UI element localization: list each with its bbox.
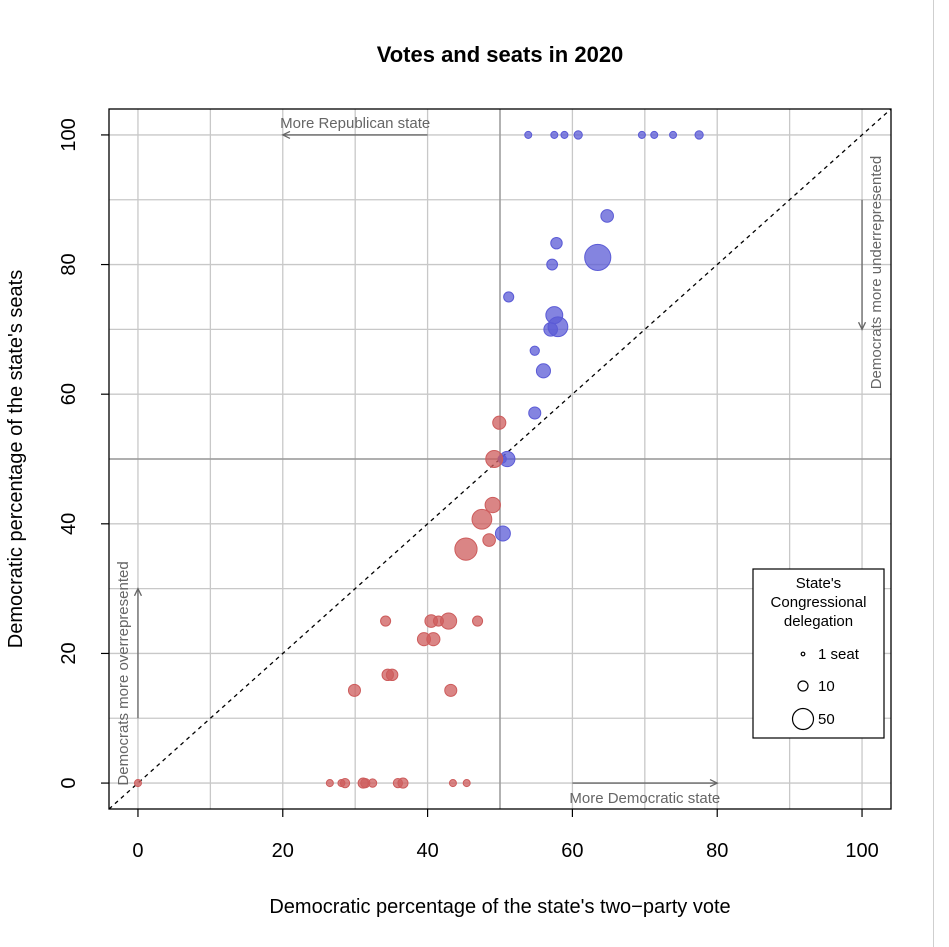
legend: State's Congressional delegation 1 seat 10 50 (752, 568, 885, 739)
democratic-state-point (503, 291, 515, 303)
democratic-state-point (550, 130, 559, 139)
republican-state-point (347, 683, 361, 697)
republican-state-point (485, 450, 504, 468)
democratic-state-point (584, 243, 612, 271)
democratic-state-point (669, 130, 678, 139)
x-tick-label: 20 (272, 840, 294, 862)
democratic-state-point (550, 236, 563, 250)
y-tick-label: 80 (58, 253, 80, 275)
y-tick-label: 0 (58, 778, 80, 789)
x-tick-label: 100 (845, 840, 878, 862)
axes: 0 20 40 60 80 100 0 20 40 60 80 100 (58, 108, 892, 862)
x-tick-label: 80 (706, 840, 728, 862)
chart-title: Votes and seats in 2020 (377, 42, 624, 67)
y-tick-label: 100 (58, 118, 80, 151)
x-tick-label: 0 (132, 840, 143, 862)
democratic-state-point (560, 130, 569, 139)
republican-state-point (380, 615, 392, 627)
legend-size-marker (797, 680, 809, 692)
annotation-democrats-overrepresented: Democrats more overrepresented (115, 561, 132, 785)
x-tick-label: 40 (416, 840, 438, 862)
republican-state-point (440, 612, 458, 630)
annotations: More Republican state More Democratic sta… (115, 115, 885, 807)
republican-state-point (472, 615, 484, 627)
plot-border (108, 108, 892, 810)
annotation-more-republican-state: More Republican state (280, 115, 430, 132)
y-tick-label: 40 (58, 513, 80, 535)
window-edge (933, 0, 949, 947)
legend-title-line: State's (796, 575, 841, 592)
democratic-state-point (546, 258, 559, 271)
annotation-democrats-underrepresented: Democrats more underrepresented (868, 156, 885, 389)
democratic-state-point (650, 130, 659, 139)
republican-state-point (444, 683, 458, 697)
overrepresented-annotation-arrow-head (133, 587, 143, 597)
republican-state-point (482, 533, 496, 547)
republican-state-point (448, 779, 457, 788)
democratic-state-point (528, 406, 542, 420)
republican-state-point (339, 777, 351, 789)
y-axis-title: Democratic percentage of the state's sea… (5, 270, 27, 648)
democratic-annotation-arrow-head (709, 779, 719, 788)
republican-state-point (471, 508, 493, 530)
data-points (133, 130, 704, 789)
republican-state-point (133, 779, 142, 788)
y-tick-label: 60 (58, 383, 80, 405)
democratic-state-point (637, 130, 646, 139)
republican-state-point (484, 496, 501, 514)
democratic-state-point (535, 363, 551, 379)
republican-state-point (367, 778, 378, 788)
legend-title-line: Congressional (771, 594, 867, 611)
republican-state-point (454, 537, 478, 561)
republican-state-point (385, 668, 399, 682)
legend-size-marker (791, 707, 815, 731)
democratic-state-point (494, 525, 511, 542)
democratic-state-point (694, 130, 704, 140)
democratic-state-point (543, 322, 558, 337)
y-tick-label: 20 (58, 642, 80, 664)
legend-size-label: 50 (818, 711, 835, 728)
legend-box (752, 568, 885, 739)
annotation-more-democratic-state: More Democratic state (569, 790, 720, 807)
democratic-state-point (529, 345, 540, 356)
x-axis-title: Democratic percentage of the state's two… (269, 896, 730, 918)
republican-state-point (325, 779, 334, 788)
republican-state-point (397, 777, 409, 789)
legend-size-label: 10 (818, 678, 835, 695)
underrepresented-annotation-arrow-head (857, 321, 867, 331)
democratic-state-point (573, 130, 583, 140)
democratic-state-point (524, 130, 533, 139)
diagonal-equal-line (108, 108, 892, 810)
republican-state-point (462, 779, 471, 788)
legend-size-label: 1 seat (818, 646, 860, 663)
democratic-state-point (600, 209, 614, 223)
legend-size-marker (800, 651, 806, 657)
republican-annotation-arrow-head (281, 130, 291, 139)
x-tick-label: 60 (561, 840, 583, 862)
legend-title-line: delegation (784, 613, 853, 630)
republican-state-point (492, 415, 507, 430)
republican-state-point (426, 632, 441, 647)
